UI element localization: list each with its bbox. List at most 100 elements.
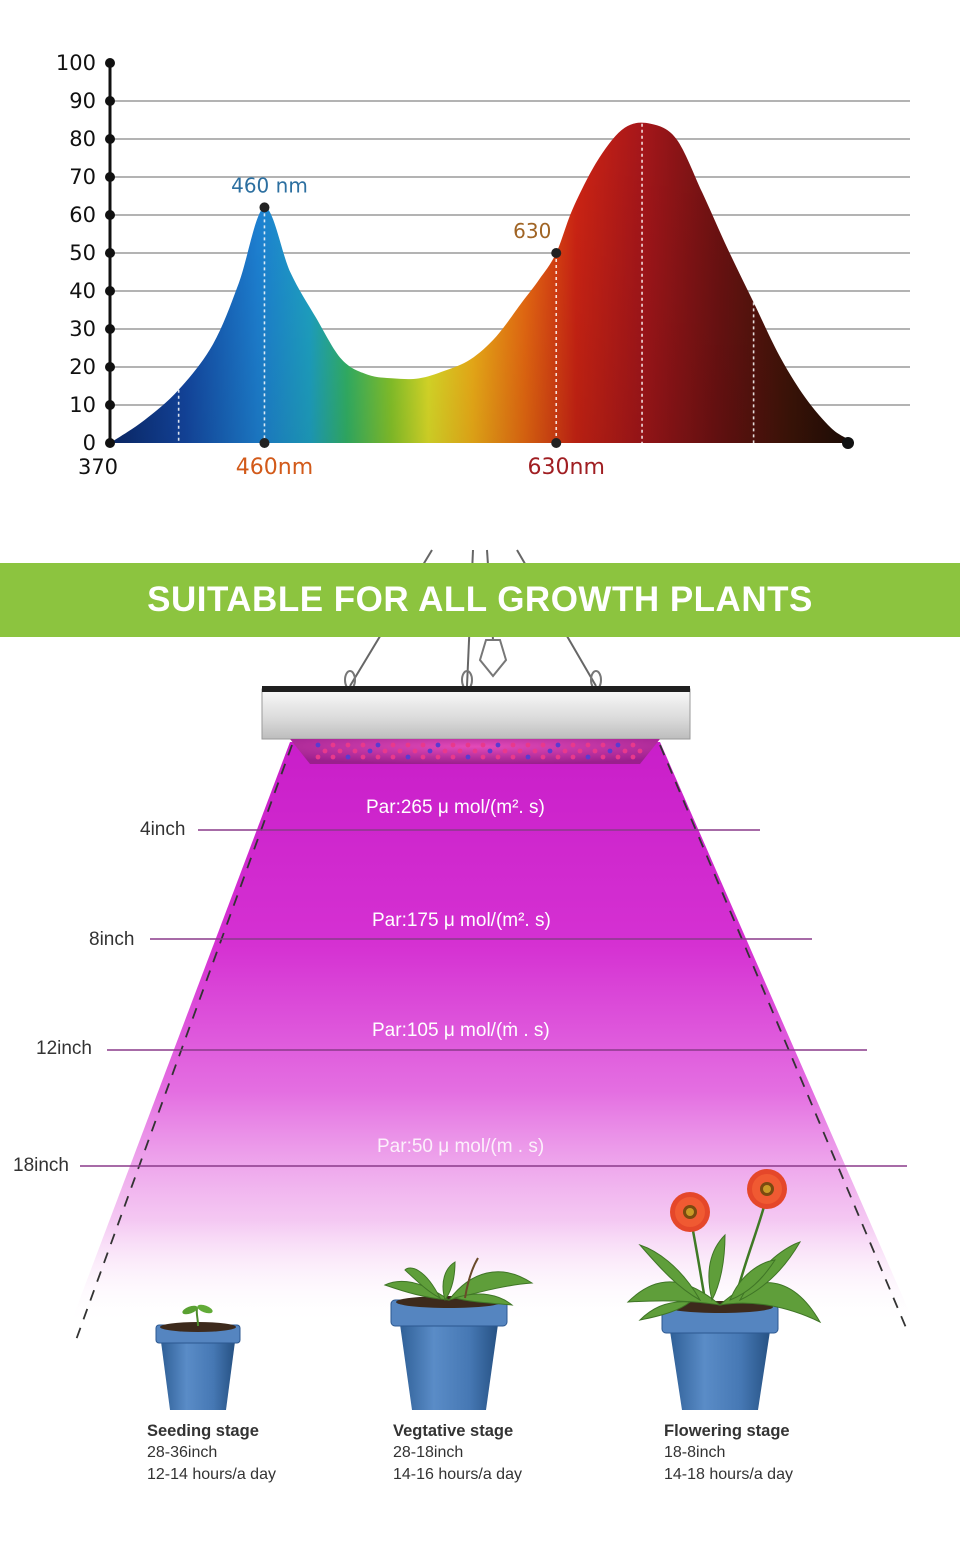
led-dot: [315, 742, 321, 748]
led-dot: [330, 742, 336, 748]
y-tick-dot: [105, 58, 115, 68]
y-tick-label: 70: [69, 165, 96, 189]
y-tick-label: 30: [69, 317, 96, 341]
flower-icon: [747, 1169, 787, 1209]
led-dot: [630, 742, 636, 748]
stage-distance: 18-8inch: [664, 1444, 726, 1461]
led-dot: [502, 748, 508, 754]
led-dot: [487, 748, 493, 754]
distance-label-8inch: 8inch: [89, 929, 135, 950]
y-tick-label: 40: [69, 279, 96, 303]
led-dot: [637, 748, 643, 754]
annotation-label: 630: [513, 219, 551, 243]
led-dot: [345, 754, 351, 760]
flowering-pot: [626, 1169, 822, 1410]
stage-distance: 28-36inch: [147, 1444, 218, 1461]
led-dot: [547, 748, 553, 754]
led-dot: [315, 754, 321, 760]
beam-edge-left: [75, 744, 293, 1341]
led-dot: [615, 742, 621, 748]
led-dot: [495, 754, 501, 760]
y-tick-label: 80: [69, 127, 96, 151]
led-dot: [570, 754, 576, 760]
hanging-hooks: [344, 639, 602, 690]
led-dot: [480, 742, 486, 748]
stage-hours: 12-14 hours/a day: [147, 1466, 276, 1483]
led-dot: [555, 754, 561, 760]
led-dot: [367, 748, 373, 754]
led-dot: [607, 748, 613, 754]
led-dot: [427, 748, 433, 754]
led-dot: [615, 754, 621, 760]
x-tick-label: 370: [78, 455, 118, 479]
led-dot: [435, 754, 441, 760]
y-tick-label: 20: [69, 355, 96, 379]
stage-flowering: Flowering stage 18-8inch 14-18 hours/a d…: [664, 1420, 793, 1486]
stage-name: Seeding stage: [147, 1422, 259, 1440]
distance-label-4inch: 4inch: [140, 819, 186, 840]
grow-light-panel: [261, 686, 691, 764]
led-dot: [390, 754, 396, 760]
led-dot: [592, 748, 598, 754]
led-dot: [525, 742, 531, 748]
led-dot: [577, 748, 583, 754]
x-tick-dot: [259, 438, 270, 448]
y-tick-dot: [105, 248, 115, 258]
y-tick-label: 10: [69, 393, 96, 417]
led-dot: [480, 754, 486, 760]
led-dot: [630, 754, 636, 760]
annotation-label: 460 nm: [231, 173, 308, 197]
led-dot: [510, 742, 516, 748]
led-dot: [375, 742, 381, 748]
led-dot: [465, 742, 471, 748]
annotation-dot: [551, 248, 562, 258]
led-dot: [360, 754, 366, 760]
led-dot: [360, 742, 366, 748]
stage-hours: 14-18 hours/a day: [664, 1466, 793, 1483]
led-dot: [330, 754, 336, 760]
stage-seeding: Seeding stage 28-36inch 12-14 hours/a da…: [147, 1420, 276, 1486]
led-dot: [352, 748, 358, 754]
x-tick-dot: [551, 438, 562, 448]
flower-icon: [670, 1192, 710, 1232]
led-dot: [525, 754, 531, 760]
annotation-dot: [259, 202, 270, 213]
banner: SUITABLE FOR ALL GROWTH PLANTS: [0, 563, 960, 637]
led-dot: [585, 754, 591, 760]
led-dot: [450, 754, 456, 760]
led-dot: [405, 754, 411, 760]
beam-edge-right: [659, 744, 908, 1331]
led-dot: [382, 748, 388, 754]
led-dot: [570, 742, 576, 748]
y-tick-dot: [105, 324, 115, 334]
led-dot: [555, 742, 561, 748]
par-label-18inch: Par:50 μ mol/(m . s): [377, 1136, 545, 1157]
led-dot: [465, 754, 471, 760]
y-tick-dot: [105, 134, 115, 144]
light-beam: [70, 742, 915, 1325]
vegetative-pot: [383, 1257, 534, 1410]
seedling-pot: [155, 1304, 241, 1410]
led-dot: [322, 748, 328, 754]
par-label-4inch: Par:265 μ mol/(m². s): [366, 797, 545, 818]
led-dot: [420, 754, 426, 760]
par-label-12inch: Par:105 μ mol/(ṁ . s): [372, 1020, 550, 1041]
led-dot: [540, 754, 546, 760]
y-tick-dot: [105, 286, 115, 296]
y-tick-dot: [105, 400, 115, 410]
led-dot: [600, 754, 606, 760]
y-tick-dot: [105, 96, 115, 106]
led-dot: [345, 742, 351, 748]
led-dot: [420, 742, 426, 748]
led-dot: [375, 754, 381, 760]
led-dot: [600, 742, 606, 748]
stage-hours: 14-16 hours/a day: [393, 1466, 522, 1483]
x-end-dot: [842, 437, 854, 449]
stage-name: Flowering stage: [664, 1422, 790, 1440]
x-tick-label: 630nm: [528, 455, 605, 480]
y-tick-dot: [105, 362, 115, 372]
led-dot: [390, 742, 396, 748]
y-tick-label: 100: [56, 51, 96, 75]
led-dot: [517, 748, 523, 754]
distance-label-12inch: 12inch: [36, 1038, 92, 1059]
